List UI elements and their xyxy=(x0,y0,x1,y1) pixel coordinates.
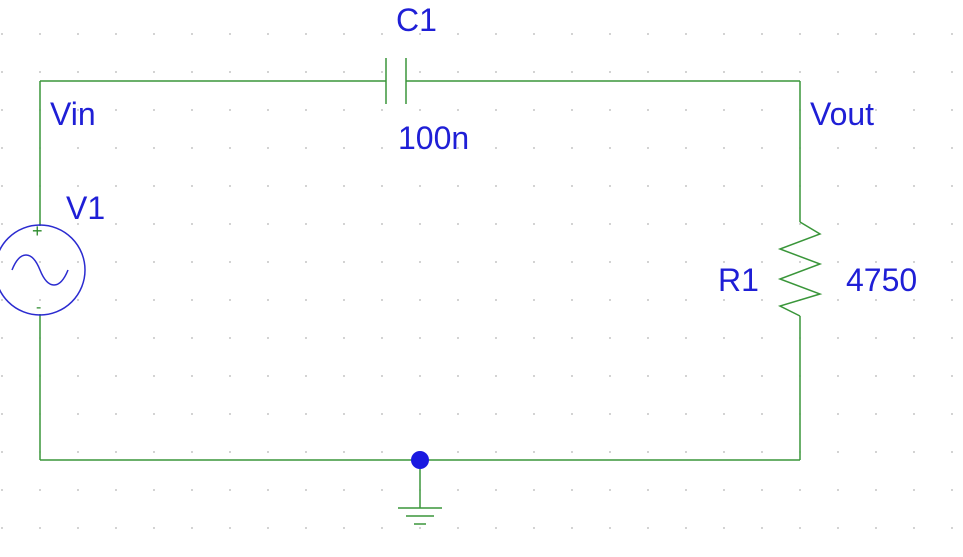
resistor-ref-label: R1 xyxy=(718,262,759,298)
resistor-value-label: 4750 xyxy=(846,262,918,298)
source-ref-label: V1 xyxy=(66,190,106,226)
junction-dot xyxy=(411,451,429,469)
capacitor-symbol[interactable] xyxy=(385,58,407,104)
ground-icon[interactable] xyxy=(398,460,442,525)
source-minus-terminal: - xyxy=(36,299,42,316)
net-label-vout: Vout xyxy=(810,96,875,132)
resistor-symbol[interactable] xyxy=(777,221,823,317)
source-plus-terminal: + xyxy=(32,221,43,241)
capacitor-ref-label: C1 xyxy=(396,2,437,38)
ac-voltage-source-icon[interactable] xyxy=(0,224,86,316)
capacitor-value-label: 100n xyxy=(398,120,470,156)
net-label-vin: Vin xyxy=(50,96,96,132)
